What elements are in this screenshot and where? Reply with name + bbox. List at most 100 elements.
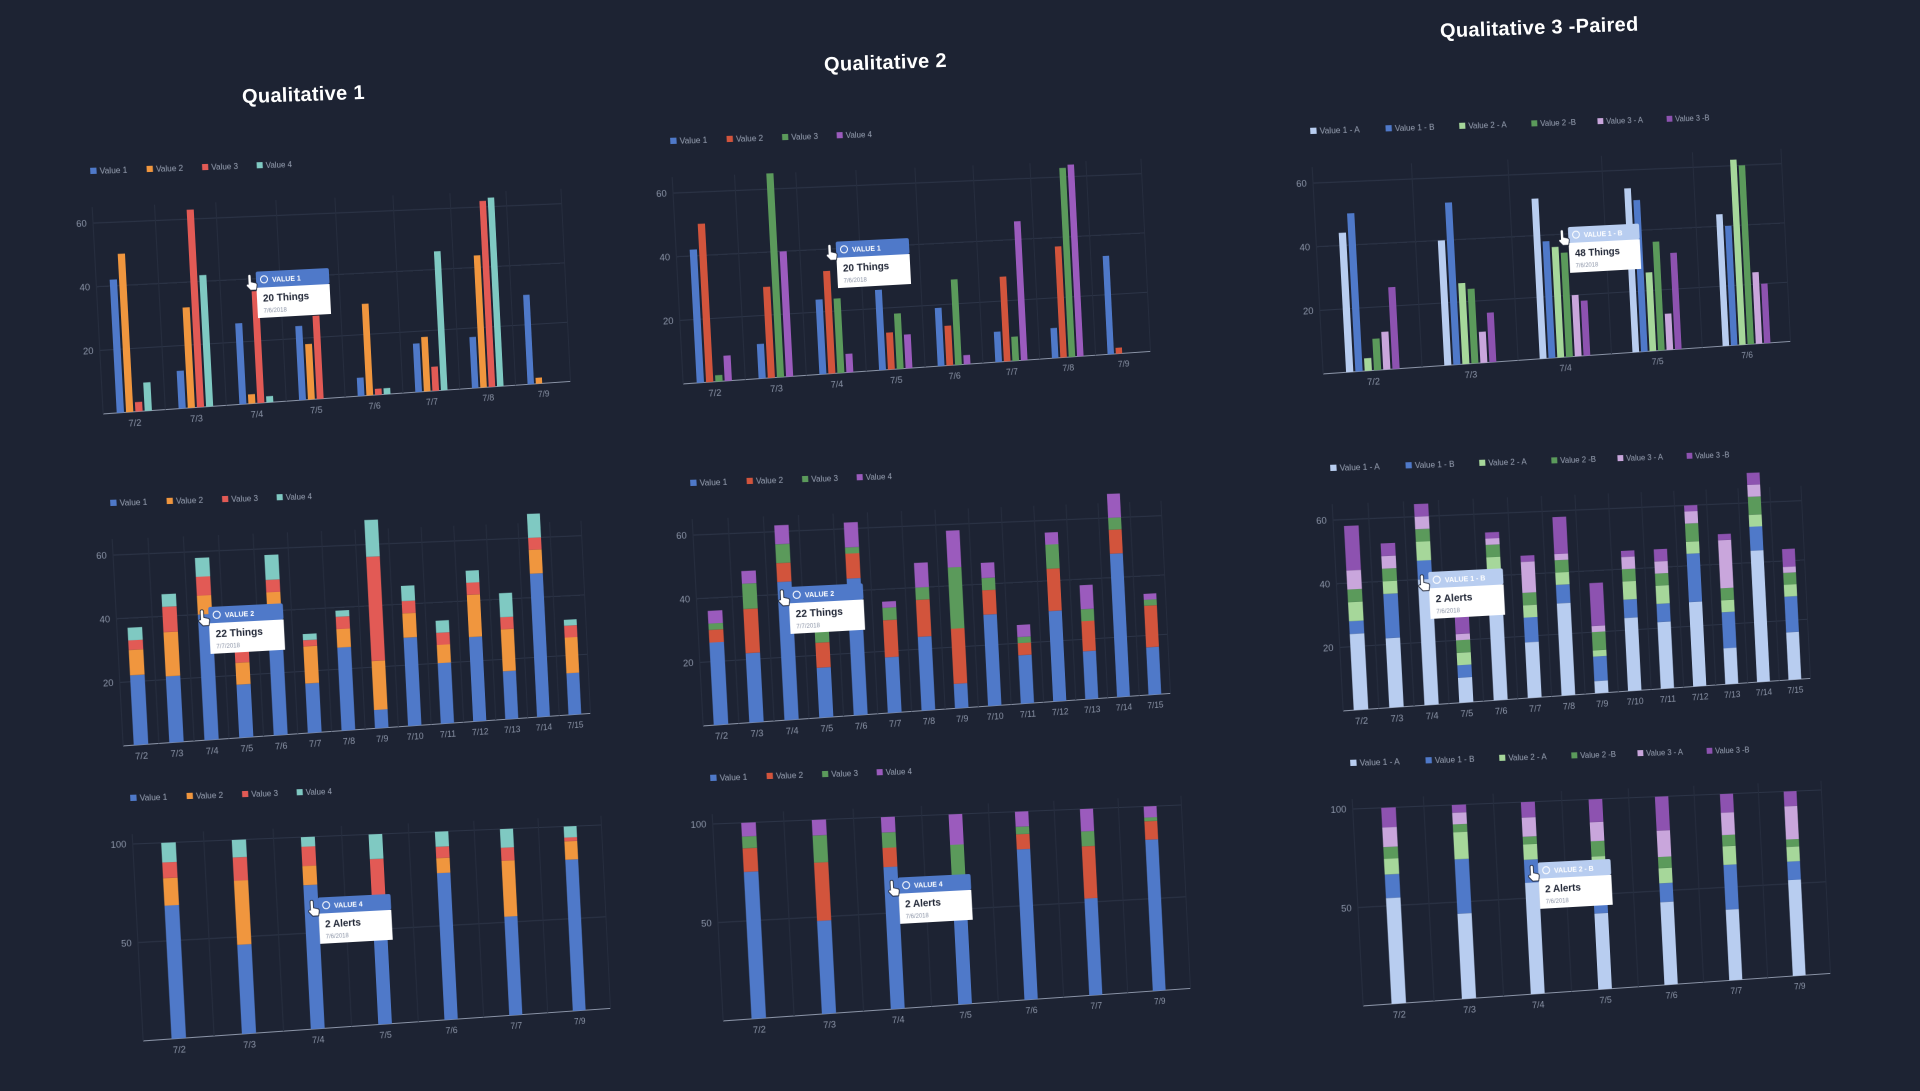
y-tick-label: 60 bbox=[656, 188, 667, 199]
bar-segment-value-4-7-3 bbox=[741, 570, 756, 583]
x-tick-label: 7/4 bbox=[312, 1034, 325, 1045]
tooltip-value: 2 Alerts bbox=[325, 918, 362, 931]
bar-segment-value-1-a-7-15 bbox=[1786, 632, 1801, 680]
gridline-vertical bbox=[203, 831, 214, 1036]
bar-segment-value-2-7-7 bbox=[501, 860, 517, 917]
y-tick-label: 50 bbox=[701, 918, 712, 929]
tooltip: VALUE 120 Things7/6/2018 bbox=[256, 268, 331, 318]
tooltip: VALUE 222 Things7/7/2018 bbox=[788, 583, 865, 634]
x-tick-label: 7/7 bbox=[1090, 1001, 1102, 1011]
bar-segment-value-2-b-7-11 bbox=[1655, 573, 1669, 586]
bar-value-3-7-5 bbox=[313, 316, 324, 400]
bar-segment-value-2-a-7-4 bbox=[1416, 541, 1431, 561]
x-tick-label: 7/12 bbox=[472, 726, 489, 737]
x-tick-label: 7/8 bbox=[923, 716, 936, 727]
legend-swatch-value-1 bbox=[710, 775, 717, 781]
bar-segment-value-3-7-4 bbox=[775, 544, 790, 563]
x-tick-label: 7/6 bbox=[1741, 350, 1753, 360]
x-tick-label: 7/5 bbox=[1599, 995, 1612, 1006]
x-tick-label: 7/2 bbox=[1355, 715, 1369, 726]
gridline-vertical bbox=[216, 202, 227, 405]
legend: Value 1Value 2Value 3Value 4 bbox=[710, 767, 913, 783]
bar-segment-value-1-7-11 bbox=[438, 662, 454, 723]
legend-swatch-value-1 bbox=[110, 500, 117, 506]
bar-segment-value-3-a-7-2 bbox=[1382, 827, 1398, 847]
gridline-vertical bbox=[1758, 783, 1768, 977]
bar-segment-value-1-7-9 bbox=[565, 859, 585, 1011]
legend-swatch-value-2 bbox=[766, 773, 773, 779]
gridline-vertical bbox=[1674, 491, 1684, 687]
tooltip-value: 2 Alerts bbox=[1435, 592, 1473, 605]
bar-segment-value-3-7-8 bbox=[336, 616, 350, 629]
x-tick-label: 7/3 bbox=[1390, 713, 1403, 724]
bar-segment-value-3-7-4 bbox=[196, 576, 211, 596]
y-tick-label: 50 bbox=[121, 938, 132, 949]
x-tick-label: 7/3 bbox=[823, 1019, 836, 1030]
legend-swatch-value-4 bbox=[877, 769, 883, 775]
y-tick-label: 50 bbox=[1341, 903, 1352, 914]
bar-segment-value-1-7-8 bbox=[337, 647, 355, 731]
y-tick-label: 20 bbox=[1323, 643, 1334, 654]
bar-segment-value-4-7-6 bbox=[264, 554, 279, 580]
y-tick-label: 40 bbox=[659, 252, 670, 263]
legend-label-value-2-b: Value 2 -B bbox=[1580, 750, 1616, 760]
bar-segment-value-1-b-7-11 bbox=[1656, 603, 1670, 622]
bar-segment-value-4-7-12 bbox=[466, 570, 480, 583]
bar-segment-value-1-a-7-2 bbox=[1386, 897, 1406, 1004]
bar-value-1-7-6 bbox=[357, 377, 365, 396]
bar-segment-value-3-7-13 bbox=[500, 617, 514, 630]
x-tick-label: 7/9 bbox=[1596, 699, 1609, 710]
x-tick-label: 7/5 bbox=[890, 375, 903, 386]
x-tick-label: 7/9 bbox=[1118, 359, 1130, 369]
legend-swatch-value-1-b bbox=[1385, 125, 1391, 131]
legend: Value 1 - AValue 1 - BValue 2 - AValue 2… bbox=[1330, 451, 1730, 473]
x-tick-label: 7/7 bbox=[510, 1021, 522, 1031]
bar-segment-value-4-7-2 bbox=[128, 627, 143, 640]
bar-value-4-7-2 bbox=[723, 355, 732, 381]
bar-segment-value-2-b-7-12 bbox=[1685, 523, 1699, 542]
y-tick-label: 40 bbox=[99, 614, 110, 625]
bar-segment-value-3-7-6 bbox=[266, 579, 281, 592]
gridline-vertical bbox=[1541, 496, 1551, 696]
legend-swatch-value-1-a bbox=[1350, 760, 1357, 766]
gridline-vertical bbox=[1770, 487, 1780, 681]
bar-segment-value-3-a-7-4 bbox=[1522, 817, 1537, 837]
legend-swatch-value-1-b bbox=[1425, 757, 1431, 763]
gridline bbox=[1316, 223, 1784, 247]
gridline-vertical bbox=[132, 834, 143, 1041]
bar-segment-value-1-7-12 bbox=[1049, 610, 1067, 701]
legend: Value 1Value 2Value 3Value 4 bbox=[110, 492, 313, 508]
bar-segment-value-4-7-13 bbox=[1080, 585, 1094, 610]
bar-segment-value-1-7-3 bbox=[237, 944, 256, 1034]
bar-segment-value-3-a-7-14 bbox=[1747, 484, 1761, 496]
column-title-qualitative-3-paired: Qualitative 3 -Paired bbox=[1440, 14, 1639, 44]
bar-segment-value-3-7-5 bbox=[370, 859, 386, 898]
bar-value-1-7-6 bbox=[935, 308, 945, 367]
bar-segment-value-3-b-7-6 bbox=[1485, 532, 1499, 539]
hand-cursor-icon bbox=[1558, 229, 1569, 245]
legend-swatch-value-1-a bbox=[1330, 465, 1337, 471]
legend-label-value-4: Value 4 bbox=[265, 160, 292, 170]
gridline-vertical bbox=[408, 823, 418, 1021]
bar-segment-value-2-7-6 bbox=[1016, 834, 1030, 850]
gridline-vertical bbox=[355, 530, 365, 729]
gridline-vertical bbox=[506, 191, 516, 385]
legend-swatch-value-4 bbox=[837, 132, 843, 138]
x-tick-label: 7/3 bbox=[1464, 369, 1477, 380]
gridline-vertical bbox=[474, 821, 484, 1017]
tooltip: VALUE 42 Alerts7/6/2018 bbox=[318, 894, 393, 944]
legend-swatch-value-3 bbox=[202, 164, 208, 170]
bar-segment-value-3-b-7-8 bbox=[1552, 517, 1568, 555]
bar-segment-value-2-7-8 bbox=[336, 628, 351, 647]
x-tick-label: 7/4 bbox=[892, 1014, 905, 1025]
bar-segment-value-2-a-7-7 bbox=[1723, 846, 1737, 865]
bar-segment-value-1-b-7-9 bbox=[1787, 861, 1801, 880]
bar-value-3-7-7 bbox=[1011, 336, 1019, 361]
y-tick-label: 20 bbox=[683, 658, 694, 669]
bar-segment-value-3-b-7-4 bbox=[1521, 802, 1536, 818]
bar-segment-value-2-7-3 bbox=[234, 880, 252, 945]
gridline-vertical bbox=[1738, 488, 1748, 682]
bar-segment-value-1-b-7-10 bbox=[1623, 599, 1637, 618]
bar-segment-value-3-a-7-4 bbox=[1415, 516, 1430, 529]
bar-segment-value-2-b-7-15 bbox=[1783, 572, 1796, 585]
